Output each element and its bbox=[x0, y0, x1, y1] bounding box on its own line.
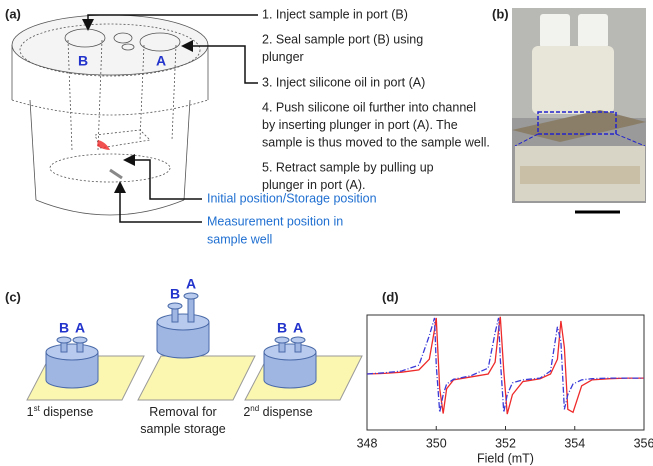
plunger-cap bbox=[275, 337, 289, 343]
device-schematic bbox=[12, 15, 208, 215]
cylinder-top bbox=[264, 344, 316, 360]
figure: (a)(b)(c)(d)BA1. Inject sample in port (… bbox=[0, 0, 653, 466]
caption: 2nd dispense bbox=[243, 404, 312, 420]
cylinder-top bbox=[157, 314, 209, 330]
caption-rest: dispense bbox=[40, 405, 94, 419]
port-label: A bbox=[75, 320, 85, 336]
port-label: B bbox=[78, 53, 88, 69]
port-label: A bbox=[293, 320, 303, 336]
plunger-cap bbox=[168, 303, 182, 309]
plunger-cap bbox=[184, 293, 198, 299]
x-tick-label: 354 bbox=[564, 436, 585, 450]
step-text: 5. Retract sample by pulling up bbox=[262, 160, 434, 174]
caption: sample storage bbox=[140, 422, 226, 436]
caption-main: Removal for bbox=[149, 405, 216, 419]
step-text: sample is thus moved to the sample well. bbox=[262, 135, 490, 149]
plot-frame bbox=[367, 315, 644, 430]
x-tick-label: 356 bbox=[634, 436, 653, 450]
step-text: by inserting plunger in port (A). The bbox=[262, 118, 458, 132]
spectrum-line bbox=[367, 317, 644, 414]
step-text: 3. Inject silicone oil in port (A) bbox=[262, 75, 425, 89]
plate bbox=[138, 356, 255, 400]
plunger-cap bbox=[73, 337, 87, 343]
x-tick-label: 348 bbox=[357, 436, 378, 450]
panel-label: (d) bbox=[382, 289, 399, 304]
caption-main: 2 bbox=[243, 405, 250, 419]
panel-label: (a) bbox=[5, 6, 21, 21]
step-text: 1. Inject sample in port (B) bbox=[262, 7, 408, 21]
position-text: sample well bbox=[207, 232, 272, 246]
position-text: Measurement position in bbox=[207, 214, 343, 228]
panel-label: (c) bbox=[5, 289, 21, 304]
plunger-cap bbox=[57, 337, 71, 343]
caption: 1st dispense bbox=[27, 404, 94, 420]
position-text: Initial position/Storage position bbox=[207, 191, 377, 205]
step-text: 2. Seal sample port (B) using bbox=[262, 32, 423, 46]
x-tick-label: 350 bbox=[426, 436, 447, 450]
cylinder-top bbox=[46, 344, 98, 360]
sample-drop bbox=[97, 140, 110, 150]
plunger bbox=[188, 296, 194, 322]
step-text: plunger in port (A). bbox=[262, 178, 366, 192]
caption-main: sample storage bbox=[140, 422, 226, 436]
x-axis-label: Field (mT) bbox=[477, 451, 534, 465]
step-text: plunger bbox=[262, 50, 304, 64]
caption-main: 1 bbox=[27, 405, 34, 419]
caption-sup: nd bbox=[250, 404, 259, 413]
port-label: B bbox=[170, 286, 180, 302]
caption: Removal for bbox=[149, 405, 216, 419]
port-label: A bbox=[186, 276, 196, 292]
x-tick-label: 352 bbox=[495, 436, 516, 450]
plunger-cap bbox=[291, 337, 305, 343]
caption-rest: dispense bbox=[259, 405, 313, 419]
port-label: B bbox=[59, 320, 69, 336]
port-label: B bbox=[277, 320, 287, 336]
dispense-diagram bbox=[27, 293, 362, 400]
port-label: A bbox=[156, 53, 166, 69]
step-text: 4. Push silicone oil further into channe… bbox=[262, 100, 476, 114]
photo bbox=[512, 8, 646, 212]
panel-label: (b) bbox=[492, 6, 509, 21]
